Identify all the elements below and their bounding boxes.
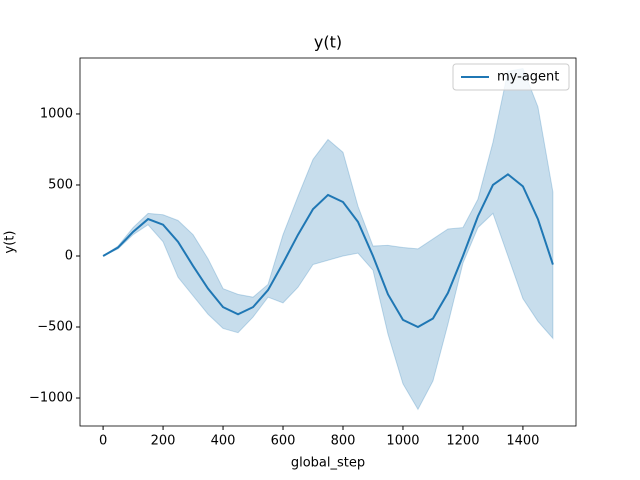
x-tick-label: 1400 [506, 434, 539, 449]
x-tick-label: 0 [99, 434, 107, 449]
x-tick-label: 1000 [386, 434, 419, 449]
y-tick-label: 500 [48, 177, 73, 192]
legend-label: my-agent [497, 70, 559, 85]
x-tick-label: 800 [331, 434, 356, 449]
x-tick-label: 400 [211, 434, 236, 449]
x-axis-label: global_step [291, 456, 365, 471]
y-tick-label: −500 [37, 320, 73, 335]
y-tick-label: 1000 [40, 106, 73, 121]
chart-title: y(t) [314, 33, 342, 52]
axes-frame [79, 57, 577, 427]
band [102, 67, 554, 411]
x-tick-label: 1200 [446, 434, 479, 449]
x-tick-label: 200 [151, 434, 176, 449]
legend-box [452, 63, 570, 91]
line [102, 173, 554, 329]
y-tick-label: −1000 [29, 391, 73, 406]
y-tick-label: 0 [65, 248, 73, 263]
x-tick-label: 600 [271, 434, 296, 449]
y-axis-label: y(t) [3, 231, 18, 254]
